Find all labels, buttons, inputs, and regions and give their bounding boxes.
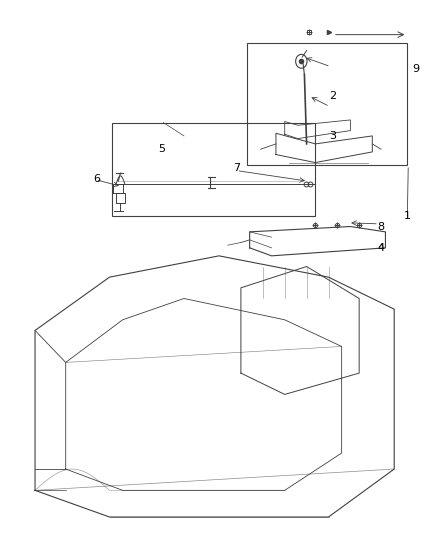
Text: 2: 2 xyxy=(329,91,336,101)
Text: 9: 9 xyxy=(413,64,420,74)
Text: 3: 3 xyxy=(329,131,336,141)
Text: 8: 8 xyxy=(378,222,385,231)
Text: 6: 6 xyxy=(93,174,100,183)
Bar xyxy=(112,123,315,216)
Text: 1: 1 xyxy=(404,211,411,221)
Text: 7: 7 xyxy=(233,163,240,173)
Bar xyxy=(247,43,407,165)
Text: 5: 5 xyxy=(159,144,166,154)
Text: 4: 4 xyxy=(378,243,385,253)
